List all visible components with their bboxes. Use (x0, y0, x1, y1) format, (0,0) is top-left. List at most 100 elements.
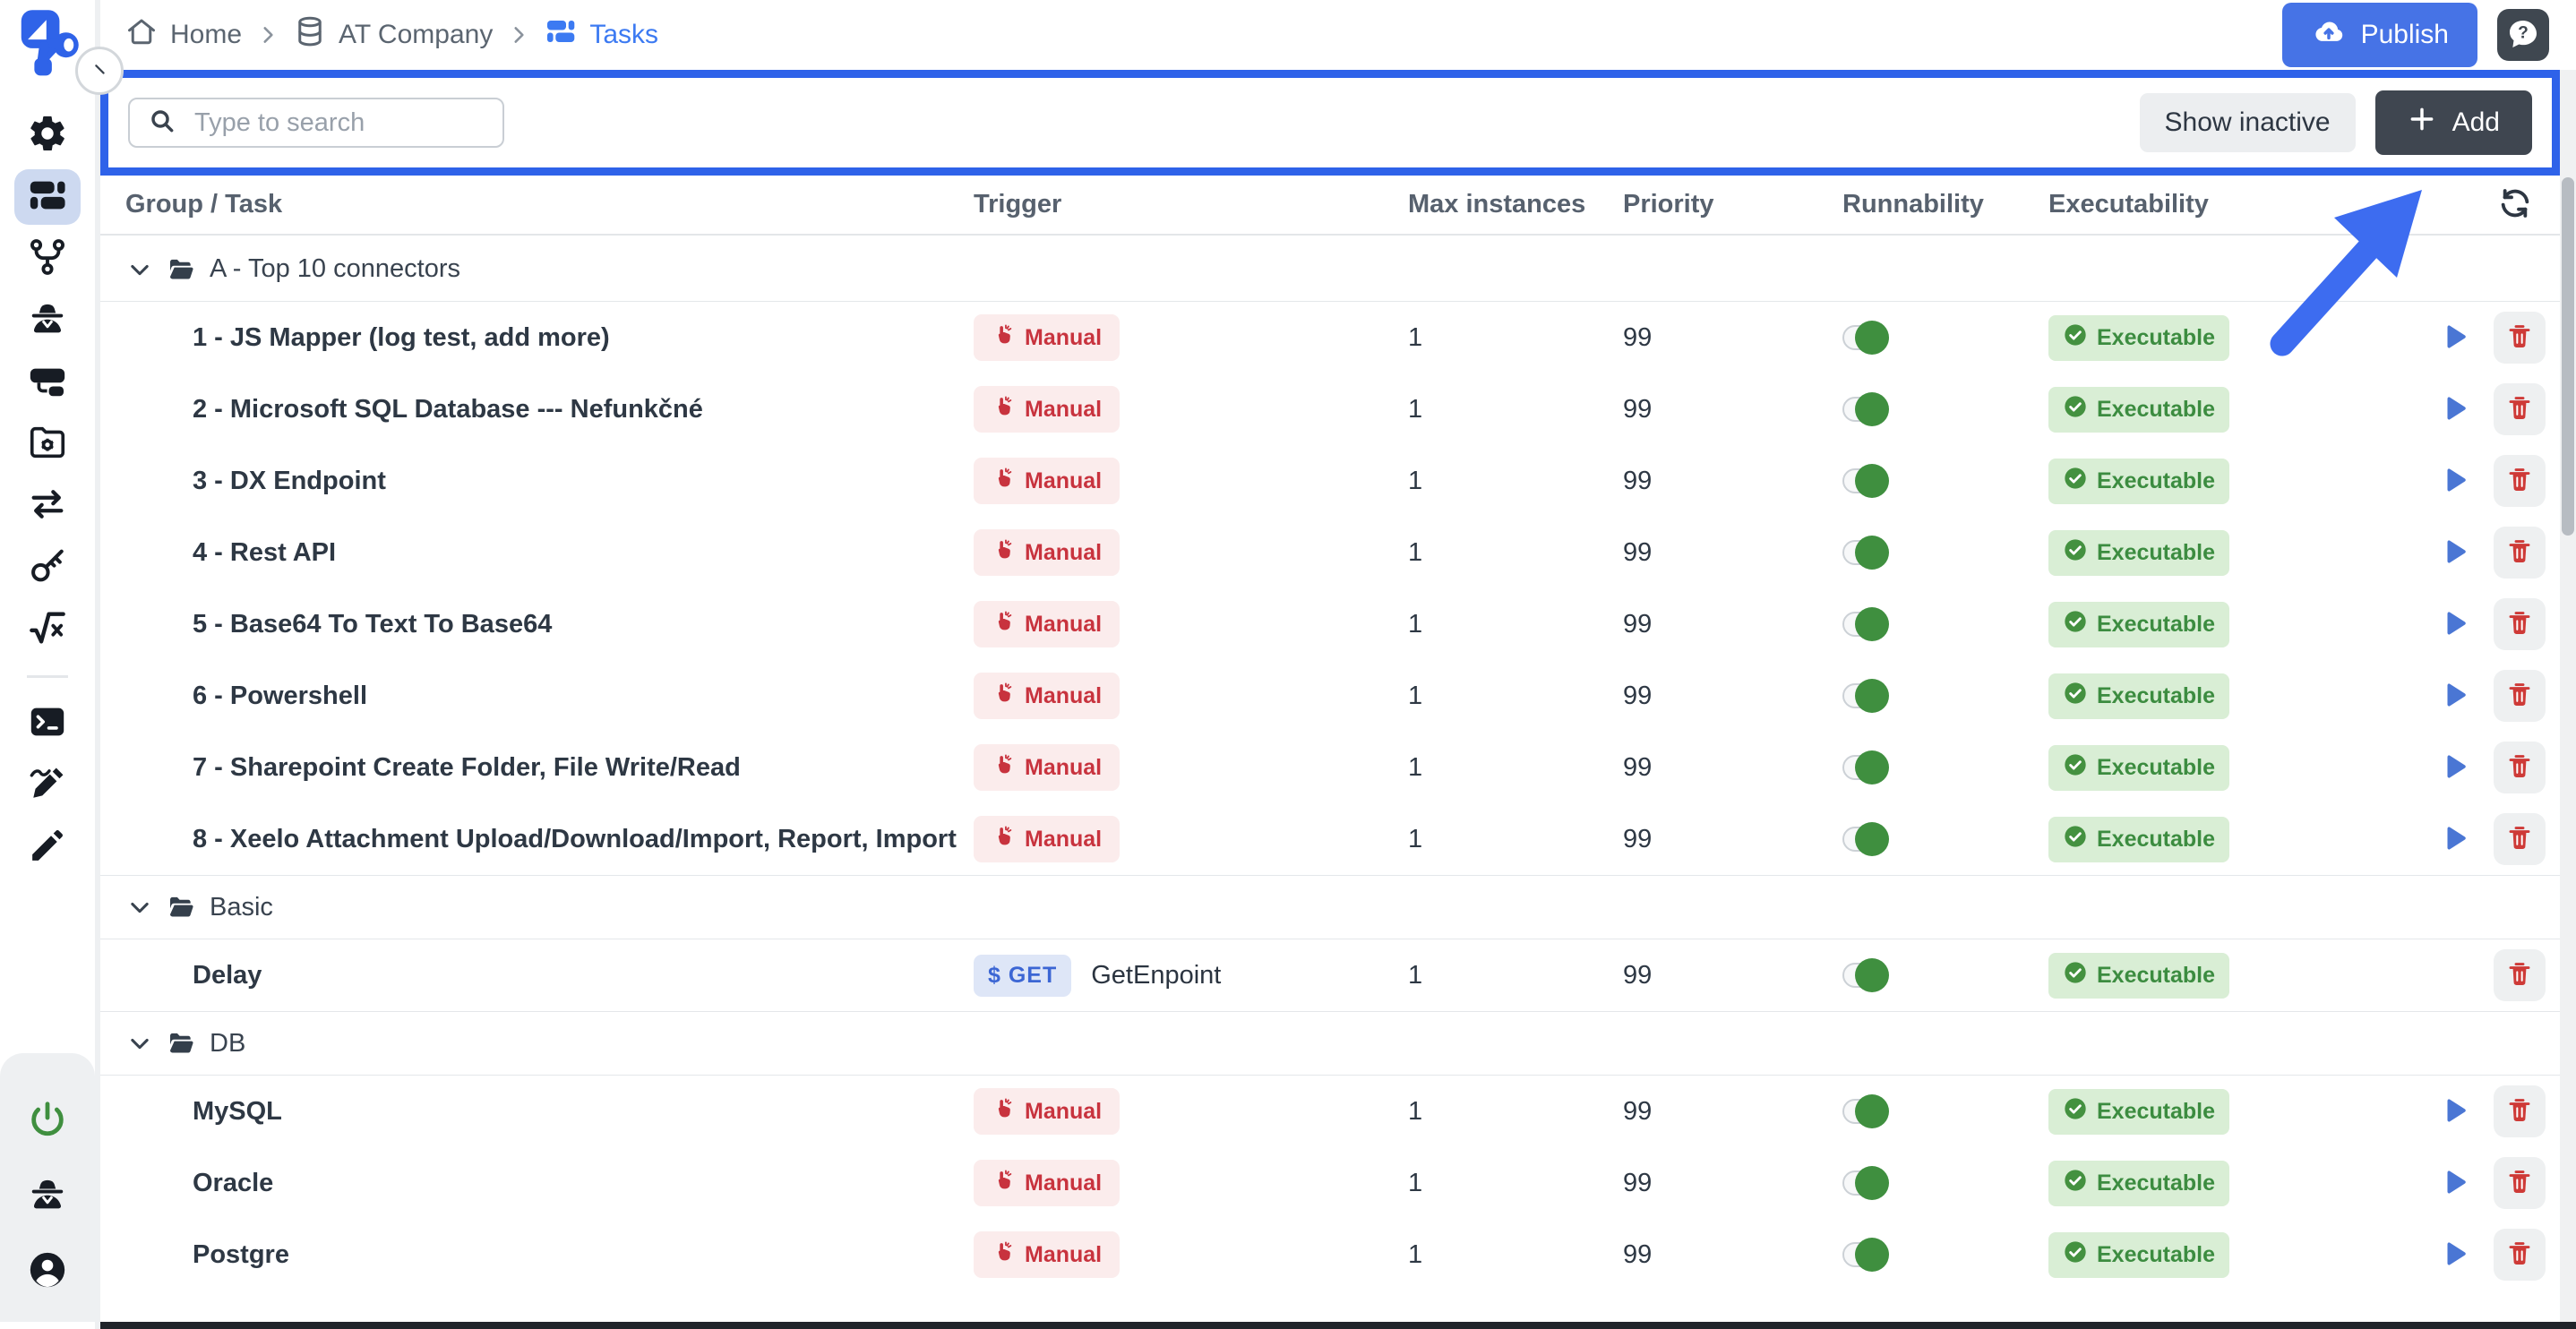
run-task-button[interactable] (2438, 392, 2470, 427)
run-task-button[interactable] (2438, 822, 2470, 857)
chevron-down-icon[interactable] (127, 1031, 152, 1056)
sqrt-icon (27, 607, 68, 653)
sidebar-item-tasks[interactable] (14, 169, 81, 225)
top-actions: Publish ? (2282, 3, 2549, 67)
task-name[interactable]: 8 - Xeelo Attachment Upload/Download/Imp… (100, 825, 974, 854)
trigger-cell: Manual (974, 816, 1408, 862)
sidebar-item-agent[interactable] (14, 293, 81, 348)
task-name[interactable]: MySQL (100, 1097, 974, 1127)
task-name[interactable]: 2 - Microsoft SQL Database --- Nefunkčné (100, 395, 974, 424)
sidebar-item-sqrt[interactable] (14, 602, 81, 657)
group-row[interactable]: DB (100, 1011, 2560, 1076)
task-name[interactable]: 4 - Rest API (100, 538, 974, 568)
task-name[interactable]: Oracle (100, 1169, 974, 1198)
svg-text:?: ? (2518, 23, 2529, 42)
run-task-button[interactable] (2438, 464, 2470, 499)
sidebar-bottom-item-user[interactable] (14, 1247, 81, 1297)
task-name[interactable]: Postgre (100, 1240, 974, 1270)
sidebar-item-branch[interactable] (14, 231, 81, 287)
runnability-toggle[interactable] (1842, 683, 1887, 708)
sidebar-item-gear[interactable] (14, 107, 81, 163)
runnability-toggle[interactable] (1842, 755, 1887, 780)
chevron-down-icon[interactable] (127, 895, 152, 920)
priority-value: 99 (1623, 682, 1842, 711)
task-name[interactable]: 3 - DX Endpoint (100, 467, 974, 496)
breadcrumb-item-at-company[interactable]: AT Company (294, 15, 493, 55)
task-name[interactable]: Delay (100, 961, 974, 990)
scrollbar-thumb[interactable] (2562, 177, 2574, 536)
task-name[interactable]: 5 - Base64 To Text To Base64 (100, 610, 974, 639)
run-task-button[interactable] (2438, 321, 2470, 356)
task-name[interactable]: 7 - Sharepoint Create Folder, File Write… (100, 753, 974, 783)
runnability-toggle[interactable] (1842, 468, 1887, 493)
runnability-cell (1842, 397, 2048, 422)
task-row: 5 - Base64 To Text To Base64Manual199Exe… (100, 588, 2560, 660)
manual-trigger-label: Manual (1025, 1099, 1102, 1125)
task-name[interactable]: 1 - JS Mapper (log test, add more) (100, 323, 974, 353)
folder-open-icon (167, 255, 195, 284)
delete-task-button[interactable] (2494, 742, 2546, 793)
refresh-button[interactable] (2497, 185, 2533, 224)
delete-task-button[interactable] (2494, 949, 2546, 1001)
add-button[interactable]: Add (2375, 90, 2532, 155)
folder-open-icon (167, 893, 195, 922)
publish-button[interactable]: Publish (2282, 3, 2477, 67)
runnability-toggle[interactable] (1842, 1099, 1887, 1124)
run-task-button[interactable] (2438, 1094, 2470, 1129)
task-name[interactable]: 6 - Powershell (100, 682, 974, 711)
group-row[interactable]: A - Top 10 connectors (100, 237, 2560, 302)
sidebar-item-terminal[interactable] (14, 696, 81, 751)
trash-icon (2505, 681, 2534, 712)
delete-task-button[interactable] (2494, 383, 2546, 435)
search-input[interactable] (193, 107, 485, 139)
delete-task-button[interactable] (2494, 813, 2546, 865)
sidebar-item-folder-gear[interactable] (14, 416, 81, 472)
help-button[interactable]: ? (2497, 9, 2549, 61)
run-task-button[interactable] (2438, 1166, 2470, 1201)
sidebar-bottom-item-spy[interactable] (14, 1171, 81, 1222)
breadcrumb: Home AT Company Tasks (125, 15, 658, 55)
delete-task-button[interactable] (2494, 1229, 2546, 1281)
executability-cell: Executable (2048, 817, 2393, 862)
show-inactive-button[interactable]: Show inactive (2140, 93, 2356, 152)
run-task-button[interactable] (2438, 536, 2470, 570)
runnability-toggle[interactable] (1842, 540, 1887, 565)
delete-task-button[interactable] (2494, 670, 2546, 722)
delete-task-button[interactable] (2494, 1085, 2546, 1137)
sidebar-item-connector[interactable] (14, 355, 81, 410)
sidebar-nav-tools (0, 696, 95, 875)
vertical-scrollbar[interactable] (2560, 70, 2576, 1322)
run-task-button[interactable] (2438, 750, 2470, 785)
sidebar-item-pencil[interactable] (14, 819, 81, 875)
delete-task-button[interactable] (2494, 527, 2546, 579)
check-circle-icon (2063, 537, 2088, 569)
chevron-down-icon[interactable] (127, 257, 152, 282)
runnability-toggle[interactable] (1842, 1170, 1887, 1196)
runnability-toggle[interactable] (1842, 1242, 1887, 1267)
breadcrumb-item-home[interactable]: Home (125, 15, 242, 55)
delete-task-button[interactable] (2494, 1157, 2546, 1209)
runnability-toggle[interactable] (1842, 963, 1887, 988)
row-actions (2393, 949, 2560, 1001)
run-task-button[interactable] (2438, 1238, 2470, 1273)
sidebar-item-pen-signature[interactable] (14, 758, 81, 813)
group-row[interactable]: Basic (100, 875, 2560, 939)
run-task-button[interactable] (2438, 607, 2470, 642)
column-header-executability: Executability (2048, 190, 2393, 219)
run-task-button[interactable] (2438, 679, 2470, 714)
delete-task-button[interactable] (2494, 312, 2546, 364)
runnability-toggle[interactable] (1842, 827, 1887, 852)
sidebar-item-transfer-arrows[interactable] (14, 478, 81, 534)
delete-task-button[interactable] (2494, 455, 2546, 507)
panel-collapse-handle[interactable] (75, 47, 124, 95)
runnability-toggle[interactable] (1842, 325, 1887, 350)
runnability-toggle[interactable] (1842, 612, 1887, 637)
manual-trigger-badge: Manual (974, 1231, 1120, 1278)
runnability-toggle[interactable] (1842, 397, 1887, 422)
collapse-arrow-icon (90, 59, 109, 83)
sidebar-bottom-item-power[interactable] (14, 1096, 81, 1146)
sidebar-item-key[interactable] (14, 540, 81, 596)
breadcrumb-item-tasks[interactable]: Tasks (545, 15, 658, 55)
delete-task-button[interactable] (2494, 598, 2546, 650)
app-logo-icon[interactable] (13, 9, 82, 79)
